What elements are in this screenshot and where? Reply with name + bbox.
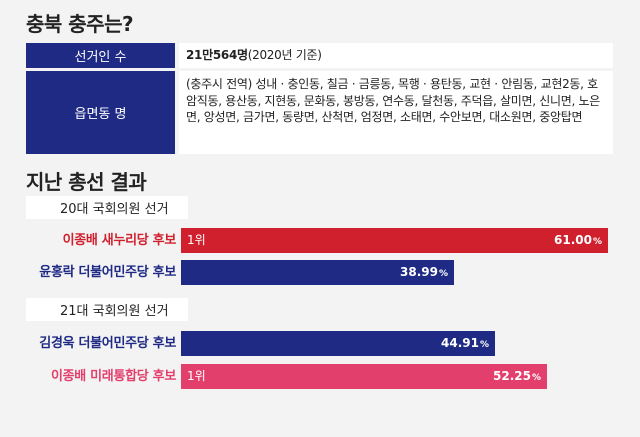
vote-share-label: 44.91% (441, 336, 489, 350)
voters-row: 선거인 수 21만564명 (2020년 기준) (26, 43, 613, 68)
vote-share-label: 61.00% (554, 233, 602, 247)
voters-value: 21만564명 (2020년 기준) (179, 43, 613, 68)
vote-share-label: 38.99% (400, 265, 448, 279)
winner-rank-label: 1위 (187, 369, 206, 383)
candidate-label: 김경욱 더불어민주당 후보 (39, 336, 176, 351)
districts-row: 읍면동 명 (충주시 전역) 성내 · 충인동, 칠금 · 금릉동, 목행 · … (26, 71, 613, 154)
districts-label: 읍면동 명 (26, 71, 175, 154)
candidate-label: 이종배 새누리당 후보 (62, 233, 177, 248)
result-bar: 38.99% (181, 260, 454, 285)
voters-count: 21만564명 (186, 48, 248, 63)
vote-share-label: 52.25% (493, 369, 541, 383)
candidate-label: 이종배 미래통합당 후보 (50, 369, 176, 384)
election-21-header: 21대 국회의원 선거 (26, 298, 188, 321)
result-bar: 44.91% (181, 331, 495, 356)
voters-label: 선거인 수 (26, 43, 175, 68)
results-title: 지난 총선 결과 (26, 170, 147, 194)
winner-rank-label: 1위 (187, 233, 206, 247)
voters-year: (2020년 기준) (247, 48, 322, 63)
election-20-header: 20대 국회의원 선거 (26, 196, 188, 219)
candidate-label: 윤홍락 더불어민주당 후보 (39, 265, 176, 280)
result-bar: 1위 61.00% (181, 228, 608, 253)
page-title: 충북 충주는? (26, 12, 134, 36)
result-bar: 1위 52.25% (181, 364, 547, 389)
districts-value: (충주시 전역) 성내 · 충인동, 칠금 · 금릉동, 목행 · 용탄동, 교… (179, 71, 613, 154)
